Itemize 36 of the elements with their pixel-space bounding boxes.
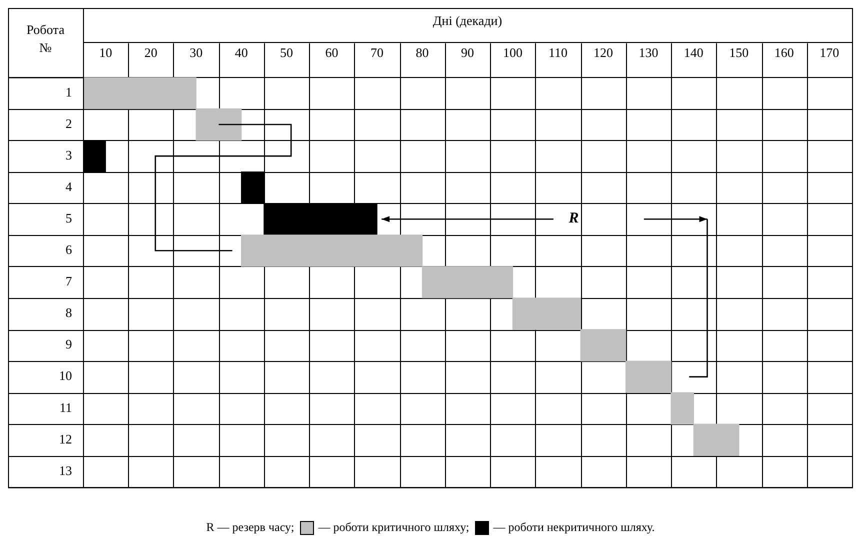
x-axis-title: Дні (декади) — [432, 13, 502, 28]
x-tick-label: 140 — [684, 44, 704, 60]
x-tick-label: 50 — [280, 44, 294, 60]
y-tick-label: 3 — [66, 147, 72, 162]
y-tick-label: 1 — [66, 84, 72, 100]
x-tick-label: 20 — [144, 44, 158, 60]
y-tick-label: 8 — [66, 305, 72, 320]
y-tick-label: 6 — [66, 242, 72, 258]
y-tick-label: 5 — [66, 210, 72, 226]
x-tick-label: 170 — [820, 44, 840, 60]
x-tick-label: 60 — [325, 44, 338, 60]
y-tick-label: 10 — [59, 368, 72, 384]
annotation: R — [568, 210, 579, 228]
x-tick-label: 120 — [593, 44, 613, 60]
y-tick-label: 7 — [66, 274, 72, 289]
x-tick-label: 100 — [502, 44, 522, 60]
legend-label: — роботи критичного шляху; — [318, 520, 470, 535]
y-tick-label: 12 — [59, 431, 72, 446]
x-tick-label: 40 — [234, 44, 248, 60]
y-tick-label: 2 — [66, 116, 72, 131]
x-tick-label: 80 — [416, 44, 429, 60]
x-tick-label: 160 — [774, 44, 794, 60]
y-tick-label: 4 — [66, 179, 72, 194]
x-tick-label: 30 — [190, 44, 203, 60]
legend-label: — роботи некритичного шляху. — [493, 520, 655, 535]
x-tick-label: 150 — [729, 44, 749, 60]
x-tick-label: 70 — [370, 44, 384, 60]
y-axis-title: Робота № — [26, 22, 65, 55]
text: R — резерв часу; — [206, 520, 294, 535]
x-tick-label: 90 — [461, 44, 474, 60]
y-tick-label: 9 — [66, 336, 72, 352]
y-tick-label: 11 — [59, 400, 72, 415]
y-tick-label: 13 — [59, 462, 72, 478]
x-tick-label: 10 — [99, 44, 112, 60]
x-tick-label: 110 — [548, 44, 568, 60]
x-tick-label: 130 — [638, 44, 658, 60]
